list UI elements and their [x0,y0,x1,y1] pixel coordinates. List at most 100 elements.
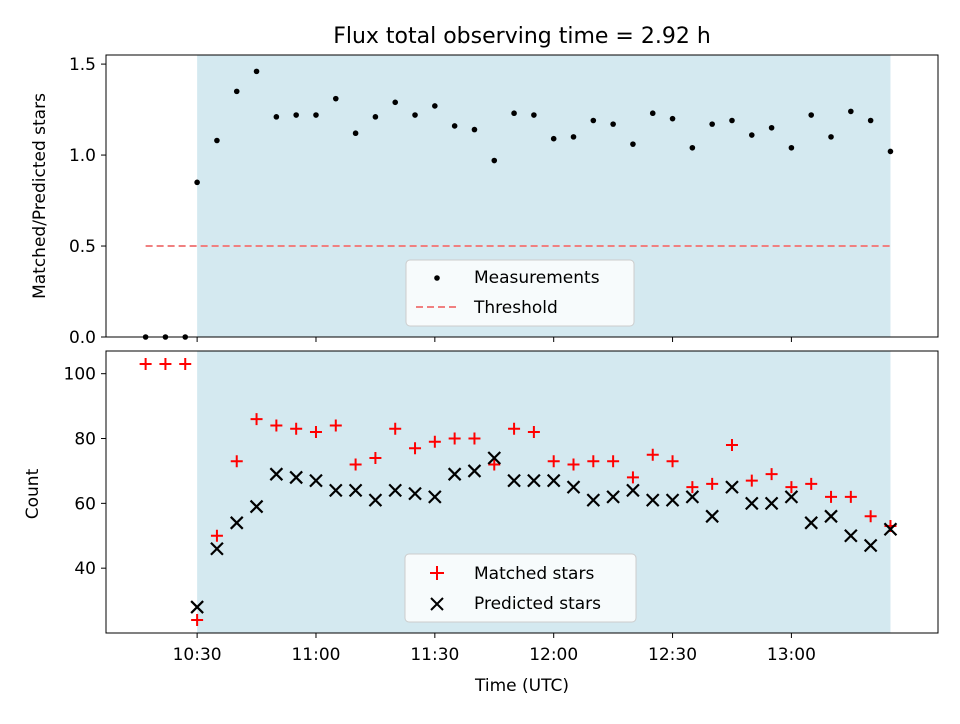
x-tick-label: 11:30 [410,645,459,665]
measurements-point [689,144,696,151]
measurements-point [709,121,715,127]
measurements-point [848,108,854,115]
measurements-point [590,117,597,124]
measurements-point [788,144,795,151]
top-y-tick-label: 1.5 [69,55,96,75]
measurements-point [748,132,755,138]
predicted-stars-point [210,541,224,556]
predicted-stars-point [784,490,799,504]
predicted-stars-point [447,467,462,481]
matched-stars-point [191,614,204,627]
measurements-point [768,124,775,131]
predicted-stars-point [586,493,601,507]
matched-stars-point [626,471,639,484]
bottom-panel: 40 60 80 100 10:30 11:00 11:30 12:00 12:30 13:00… [23,350,939,696]
measurements-point [649,110,656,117]
measurements-point [273,114,280,120]
x-tick-label: 12:00 [529,645,578,665]
matched-stars-point [785,481,798,494]
measurements-point [352,130,359,137]
predicted-stars-point [329,483,343,498]
predicted-stars-point [269,467,284,481]
x-tick-label: 12:30 [648,645,697,665]
measurements-point [808,112,815,118]
predicted-stars-point [626,483,640,498]
matched-stars-point [230,455,243,468]
predicted-stars-point [665,493,680,507]
predicted-stars-point [824,509,838,524]
matched-stars-point [428,435,441,448]
measurements-point [729,117,735,124]
matched-stars-point [508,422,521,435]
predicted-stars-point [388,483,402,498]
predicted-stars-point [745,496,759,511]
measurements-point [372,114,379,120]
predicted-stars-point [229,516,244,530]
matched-stars-point [745,474,758,487]
top-y-tick-label: 0.5 [69,237,96,257]
measurements-point [471,126,478,133]
predicted-stars-point [467,464,482,478]
measurements-point [293,112,299,118]
predicted-stars-point [527,473,541,488]
x-tick-label: 11:00 [291,645,340,665]
matched-stars-point [309,426,322,439]
predicted-stars-point [685,490,700,504]
top-y-axis-label: Matched/Predicted stars [30,93,50,299]
measurements-point [531,112,537,118]
measurements-point [669,115,676,122]
legend-predicted-label: Predicted stars [474,594,601,614]
matched-stars-point [270,419,283,432]
predicted-stars-point [883,522,898,537]
measurements-point [610,121,616,127]
predicted-stars-point [725,480,739,494]
matched-stars-point [448,432,461,445]
matched-stars-point [349,458,362,471]
predicted-stars-point [507,473,521,488]
matched-stars-point [468,432,481,445]
measurements-point [432,103,438,109]
chart-title: Flux total observing time = 2.92 h [333,24,711,49]
predicted-stars-point [368,493,383,507]
measurements-point [332,95,339,102]
predicted-stars-point [428,490,442,504]
predicted-stars-point [309,473,323,488]
legend-measurements-label: Measurements [474,268,600,288]
top-y-tick-label: 1.0 [69,146,96,166]
measurements-point [253,68,260,75]
top-legend-box [405,259,635,327]
matched-stars-point [686,481,699,494]
matched-stars-point [329,419,342,432]
matched-stars-point [587,455,600,468]
matched-stars-point [389,422,402,435]
matched-stars-point [250,413,263,426]
matched-stars-point [607,455,620,468]
predicted-stars-point [546,473,561,488]
measurements-point [550,135,557,142]
bottom-y-axis-label: Count [23,468,43,519]
measurements-point [451,123,458,129]
predicted-stars-point [606,490,620,504]
measurements-point [511,110,517,117]
legend-predicted-marker [430,597,444,611]
x-tick-label: 13:00 [767,645,816,665]
matched-stars-point [159,357,172,370]
predicted-stars-point [190,600,204,614]
matched-stars-point [488,458,501,471]
matched-stars-point [369,451,382,464]
measurements-point [828,134,834,140]
predicted-stars-point [804,516,818,530]
measurements-point [313,112,319,118]
bottom-y-tick-label: 100 [64,365,96,385]
x-tick-label: 10:30 [173,645,222,665]
predicted-stars-point [408,486,422,501]
matched-stars-point [139,357,152,370]
predicted-stars-point [289,470,303,485]
predicted-stars-point [705,509,719,524]
predicted-stars-point [348,483,363,498]
predicted-stars-point [844,528,858,543]
matched-stars-point [646,448,659,461]
matched-stars-point [527,426,540,439]
